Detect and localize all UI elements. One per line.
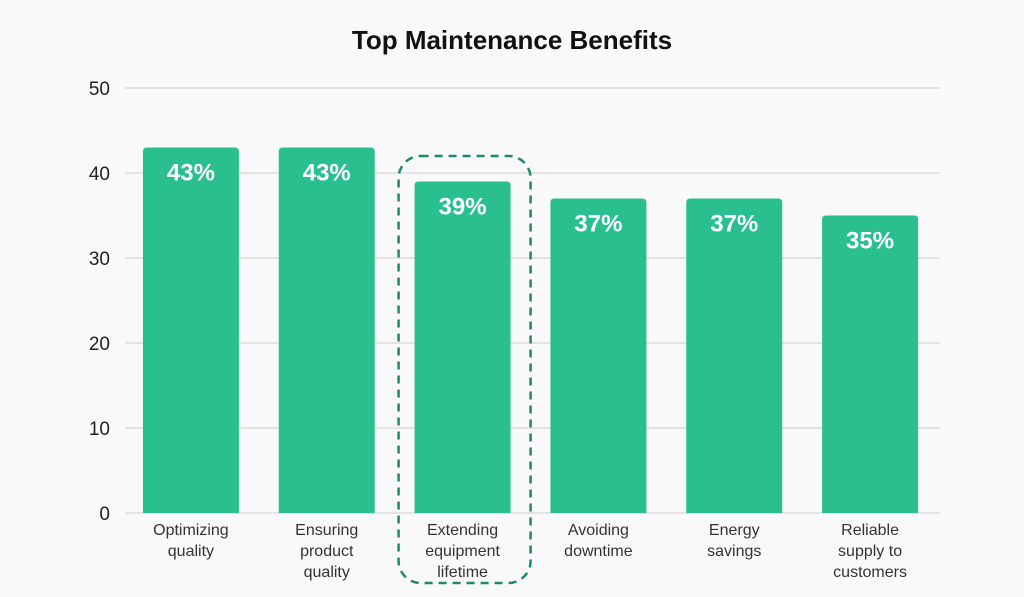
- bar: [414, 181, 511, 513]
- data-label: 39%: [439, 194, 487, 221]
- y-tick-label: 10: [89, 419, 110, 440]
- y-tick-label: 40: [89, 164, 110, 185]
- x-tick-label: equipment: [425, 543, 500, 560]
- y-tick-label: 30: [89, 249, 110, 270]
- x-tick-label: Optimizing: [153, 522, 229, 539]
- x-tick-label: Ensuring: [295, 522, 358, 539]
- bar: [686, 198, 783, 513]
- data-label: 37%: [574, 211, 622, 238]
- data-label: 43%: [167, 160, 215, 187]
- highlight-box: [397, 154, 532, 585]
- bar-group: 37% Energy savings: [686, 198, 783, 560]
- bar-group: 37% Avoiding downtime: [550, 198, 647, 560]
- data-label: 37%: [710, 211, 758, 238]
- bar-group: 43% Ensuring product quality: [278, 147, 375, 581]
- bar: [822, 215, 919, 513]
- x-tick-label: Reliable: [841, 522, 899, 539]
- y-tick-label: 20: [89, 334, 110, 355]
- bar-group: 43% Optimizing quality: [142, 147, 239, 560]
- x-tick-label: product: [300, 543, 354, 560]
- x-tick-label: Avoiding: [568, 522, 629, 539]
- x-tick-label: supply to: [838, 543, 902, 560]
- bar: [278, 147, 375, 513]
- x-tick-label: Extending: [427, 522, 498, 539]
- x-tick-label: quality: [168, 543, 214, 560]
- x-tick-label: savings: [707, 543, 761, 560]
- bar-group: 35% Reliable supply to customers: [822, 215, 919, 581]
- x-tick-label: downtime: [564, 543, 633, 560]
- x-tick-label: lifetime: [437, 564, 488, 581]
- bar-group: 39% Extending equipment lifetime: [397, 154, 532, 585]
- y-tick-label: 50: [89, 79, 110, 100]
- bar: [142, 147, 239, 513]
- x-tick-label: customers: [833, 564, 907, 581]
- x-tick-label: quality: [304, 564, 350, 581]
- bar: [550, 198, 647, 513]
- chart-title: Top Maintenance Benefits: [352, 25, 672, 55]
- x-tick-label: Energy: [709, 522, 760, 539]
- y-tick-label: 0: [99, 504, 110, 525]
- data-label: 35%: [846, 228, 894, 255]
- data-label: 43%: [303, 160, 351, 187]
